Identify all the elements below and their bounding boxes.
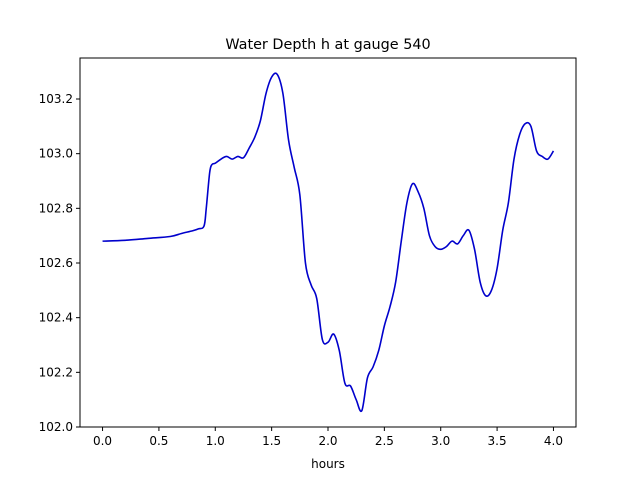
x-axis-label: hours (311, 457, 345, 471)
y-tick-label: 102.6 (39, 256, 73, 270)
y-tick-label: 102.4 (39, 311, 73, 325)
x-tick-label: 1.0 (206, 434, 225, 448)
x-tick-label: 1.5 (262, 434, 281, 448)
x-tick-label: 0.0 (93, 434, 112, 448)
chart-title: Water Depth h at gauge 540 (225, 37, 430, 53)
y-tick-label: 102.0 (39, 420, 73, 434)
x-tick-label: 3.5 (488, 434, 507, 448)
y-tick-label: 102.8 (39, 201, 73, 215)
plot-frame (79, 57, 577, 428)
x-tick-label: 2.0 (318, 434, 337, 448)
x-tick-label: 0.5 (149, 434, 168, 448)
x-tick-label: 4.0 (544, 434, 563, 448)
y-tick-label: 103.2 (39, 92, 73, 106)
series-line-0 (102, 72, 555, 413)
x-tick-label: 2.5 (375, 434, 394, 448)
y-tick-label: 103.0 (39, 147, 73, 161)
y-tick-label: 102.2 (39, 365, 73, 379)
x-tick-label: 3.0 (431, 434, 450, 448)
